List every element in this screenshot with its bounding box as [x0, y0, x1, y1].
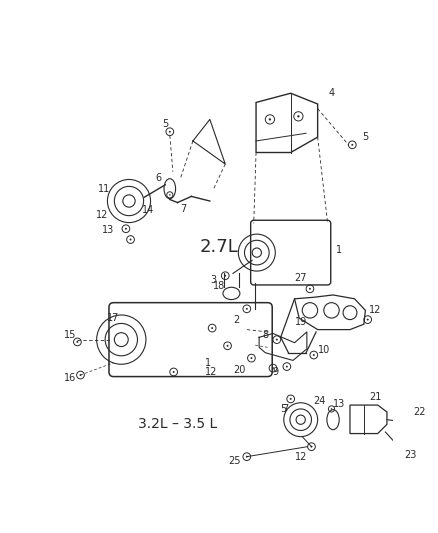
Text: 3: 3 [211, 274, 217, 285]
Text: 18: 18 [213, 281, 225, 290]
Circle shape [246, 308, 248, 310]
Text: 4: 4 [328, 88, 335, 98]
Text: 8: 8 [262, 330, 268, 340]
Text: 1: 1 [336, 245, 342, 255]
Circle shape [286, 366, 288, 368]
Text: 24: 24 [313, 396, 325, 406]
Text: 16: 16 [64, 373, 76, 383]
Text: 5: 5 [280, 404, 286, 414]
Text: 2: 2 [233, 314, 240, 325]
Text: 5: 5 [362, 132, 368, 142]
Circle shape [246, 456, 248, 458]
Circle shape [224, 274, 226, 277]
Circle shape [125, 228, 127, 230]
Circle shape [269, 118, 271, 120]
Text: 27: 27 [294, 273, 307, 283]
Text: 7: 7 [180, 204, 186, 214]
Text: 12: 12 [205, 367, 218, 377]
Circle shape [80, 374, 81, 376]
Text: 5: 5 [162, 119, 168, 129]
Circle shape [169, 194, 170, 196]
Text: 12: 12 [294, 451, 307, 462]
Text: 12: 12 [96, 210, 108, 220]
Text: 22: 22 [413, 407, 426, 417]
Text: 17: 17 [107, 313, 120, 323]
Text: 19: 19 [295, 317, 307, 327]
Text: 3.2L – 3.5 L: 3.2L – 3.5 L [138, 417, 217, 431]
Circle shape [226, 345, 229, 347]
Circle shape [331, 408, 332, 410]
Circle shape [251, 357, 252, 359]
Circle shape [77, 341, 78, 343]
Text: 11: 11 [98, 184, 110, 193]
Circle shape [130, 239, 131, 240]
Text: 23: 23 [404, 450, 416, 460]
Circle shape [211, 327, 213, 329]
Text: 15: 15 [64, 330, 76, 340]
Text: 1: 1 [205, 358, 212, 368]
Text: 13: 13 [333, 399, 345, 409]
Circle shape [290, 398, 292, 400]
Circle shape [276, 338, 278, 341]
Text: 6: 6 [155, 173, 161, 183]
Circle shape [403, 449, 405, 451]
Text: 21: 21 [369, 392, 381, 401]
Text: 9: 9 [272, 367, 279, 377]
Text: 7: 7 [282, 404, 289, 414]
Circle shape [309, 288, 311, 290]
Circle shape [173, 371, 175, 373]
Circle shape [297, 115, 300, 117]
Circle shape [169, 131, 171, 133]
Text: 12: 12 [369, 305, 381, 316]
Circle shape [311, 446, 312, 448]
Text: 2.7L: 2.7L [200, 238, 238, 256]
Circle shape [367, 319, 369, 320]
Circle shape [351, 144, 353, 146]
Text: 10: 10 [318, 345, 330, 356]
Text: 13: 13 [102, 225, 114, 235]
Text: 20: 20 [233, 366, 245, 375]
Circle shape [313, 354, 315, 356]
Circle shape [272, 367, 274, 369]
Text: 14: 14 [142, 205, 154, 215]
Circle shape [409, 421, 411, 423]
Text: 25: 25 [228, 456, 241, 465]
